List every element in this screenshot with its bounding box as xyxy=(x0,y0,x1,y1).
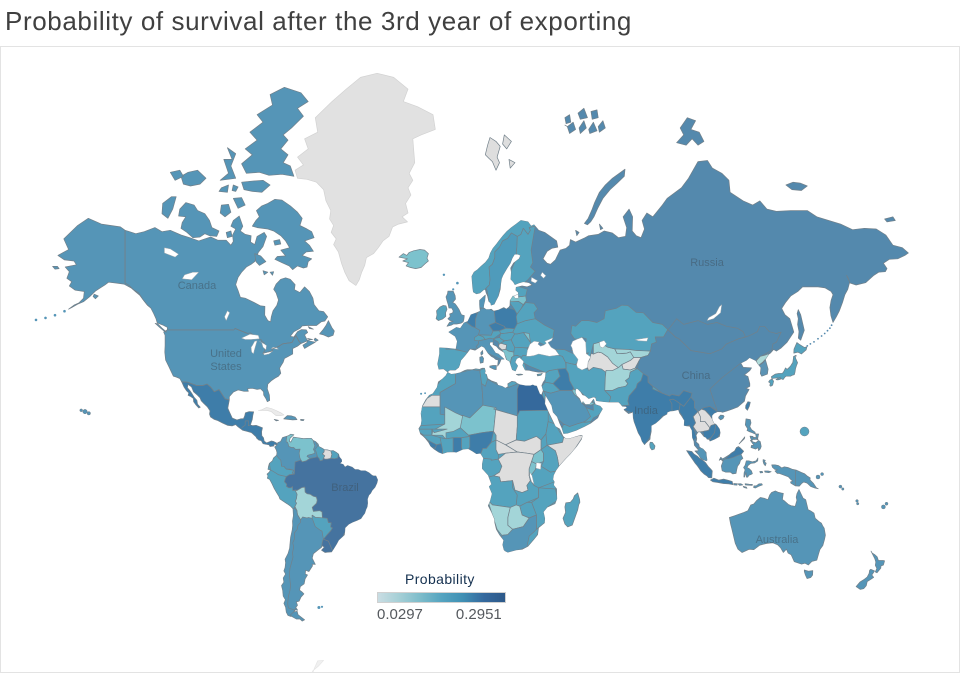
svg-text:United: United xyxy=(210,348,242,360)
svg-text:China: China xyxy=(682,370,712,382)
svg-text:Brazil: Brazil xyxy=(331,482,359,494)
svg-text:Australia: Australia xyxy=(756,534,800,546)
svg-text:States: States xyxy=(210,361,242,373)
svg-text:Canada: Canada xyxy=(178,280,217,292)
svg-text:Russia: Russia xyxy=(690,257,725,269)
svg-text:India: India xyxy=(634,405,659,417)
